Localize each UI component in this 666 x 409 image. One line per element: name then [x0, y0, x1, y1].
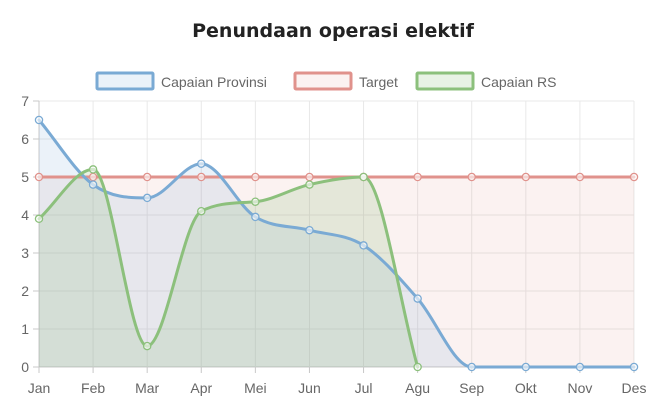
x-tick-label: Des [622, 380, 647, 396]
x-tick-label: Jul [355, 380, 373, 396]
data-point[interactable] [629, 172, 639, 182]
y-tick-label: 0 [21, 359, 29, 375]
data-point[interactable] [467, 172, 476, 182]
x-tick-label: Mar [135, 380, 159, 396]
legend-swatch[interactable] [95, 71, 155, 91]
data-point[interactable] [197, 206, 206, 216]
data-point[interactable] [305, 180, 314, 189]
series-points [34, 115, 639, 372]
x-tick-label: Okt [515, 380, 537, 396]
data-point[interactable] [197, 159, 206, 168]
data-point[interactable] [575, 362, 585, 372]
data-point[interactable] [575, 172, 585, 182]
data-point[interactable] [467, 362, 476, 372]
legend-swatch[interactable] [415, 71, 475, 91]
data-point[interactable] [305, 172, 314, 182]
y-tick-label: 5 [21, 169, 29, 185]
y-tick-label: 2 [21, 283, 29, 299]
legend-label[interactable]: Capaian Provinsi [161, 74, 267, 90]
x-tick-label: Sep [459, 380, 484, 396]
legend: Capaian Provinsi Target Capaian RS [95, 71, 557, 91]
series-area [39, 120, 634, 367]
x-tick-label: Apr [190, 380, 212, 396]
x-tick-label: Mei [244, 380, 267, 396]
data-point[interactable] [413, 362, 422, 372]
data-point[interactable] [251, 172, 260, 182]
x-tick-label: Feb [81, 380, 105, 396]
data-point[interactable] [413, 294, 422, 303]
y-tick-label: 4 [21, 207, 29, 223]
x-tick-label: Agu [405, 380, 430, 396]
data-point[interactable] [142, 172, 152, 182]
x-tick-label: Jan [28, 380, 51, 396]
x-axis-ticks: Jan Feb Mar Apr Mei Jun Jul Agu Sep Okt Nov Des [28, 380, 647, 396]
data-point[interactable] [521, 362, 531, 372]
data-point[interactable] [88, 180, 98, 189]
y-tick-label: 3 [21, 245, 29, 261]
data-point[interactable] [34, 172, 44, 182]
data-point[interactable] [359, 241, 368, 250]
x-tick-label: Jun [298, 380, 321, 396]
data-point[interactable] [251, 197, 260, 206]
data-point[interactable] [34, 214, 44, 224]
y-tick-label: 1 [21, 321, 29, 337]
series-area [39, 177, 634, 367]
data-point[interactable] [305, 225, 314, 235]
y-tick-label: 6 [21, 131, 29, 147]
data-point[interactable] [197, 172, 206, 182]
data-point[interactable] [251, 212, 260, 222]
data-point[interactable] [629, 362, 639, 372]
chart-title: Penundaan operasi elektif [192, 20, 474, 42]
series-areas [39, 120, 634, 367]
series-area [39, 169, 418, 367]
data-point[interactable] [142, 341, 152, 351]
x-tick-label: Nov [567, 380, 592, 396]
y-axis-ticks: 0 1 2 3 4 5 6 7 [21, 93, 29, 375]
y-tick-label: 7 [21, 93, 29, 109]
data-point[interactable] [359, 172, 368, 182]
data-point[interactable] [88, 172, 98, 182]
legend-label[interactable]: Target [359, 74, 398, 90]
data-point[interactable] [142, 193, 152, 203]
data-point[interactable] [413, 172, 422, 182]
data-point[interactable] [34, 115, 44, 125]
data-point[interactable] [88, 165, 98, 174]
data-point[interactable] [521, 172, 531, 182]
legend-swatch[interactable] [293, 71, 353, 91]
legend-label[interactable]: Capaian RS [481, 74, 557, 90]
